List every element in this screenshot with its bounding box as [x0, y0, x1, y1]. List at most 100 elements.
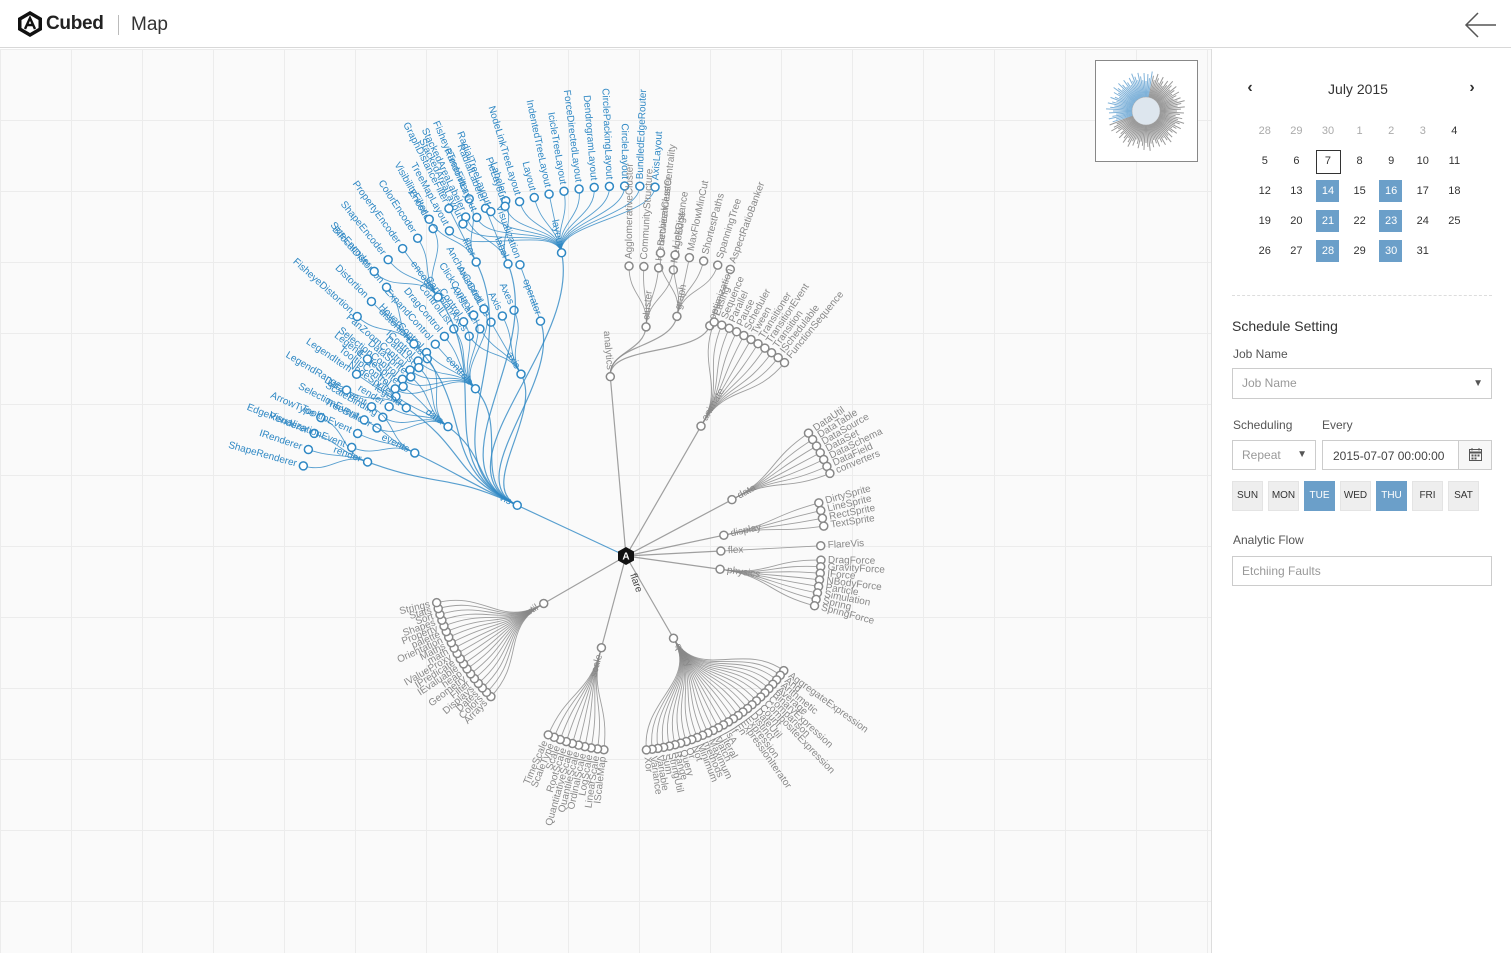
leaf-node[interactable] — [398, 381, 408, 392]
leaf-node[interactable] — [439, 331, 450, 342]
calendar-day[interactable]: 14 — [1312, 176, 1344, 206]
branch-node[interactable] — [409, 339, 419, 349]
leaf-node[interactable] — [486, 206, 496, 217]
branch-node[interactable] — [410, 448, 420, 458]
calendar-day[interactable]: 26 — [1258, 245, 1271, 257]
radial-tree-diagram[interactable]: CartesianAxesAxisLabelAxisGridLineAxisAx… — [0, 49, 1211, 953]
calendar-day[interactable]: 22 — [1353, 215, 1366, 227]
calendar-day[interactable]: 5 — [1261, 155, 1268, 167]
calendar-day[interactable]: 11 — [1448, 155, 1461, 167]
leaf-node[interactable] — [739, 330, 749, 341]
leaf-node[interactable] — [717, 320, 727, 330]
leaf-node[interactable] — [816, 505, 826, 516]
leaf-node[interactable] — [604, 181, 615, 192]
leaf-node[interactable] — [731, 327, 742, 337]
group-node[interactable] — [696, 421, 706, 431]
calendar-day[interactable]: 10 — [1416, 155, 1429, 167]
analytic-flow-field[interactable]: Etchiing Faults — [1232, 556, 1492, 586]
leaf-node[interactable] — [472, 212, 482, 223]
calendar-day[interactable]: 12 — [1258, 185, 1271, 197]
group-node[interactable] — [715, 564, 725, 574]
leaf-node[interactable] — [468, 310, 479, 320]
calendar-day[interactable]: 27 — [1290, 245, 1303, 257]
leaf-node[interactable] — [444, 226, 455, 236]
group-node[interactable] — [596, 643, 607, 653]
leaf-node[interactable] — [383, 254, 393, 265]
weekday-toggle-tue[interactable]: TUE — [1304, 481, 1335, 511]
leaf-node[interactable] — [444, 203, 454, 214]
leaf-node[interactable] — [641, 745, 652, 755]
leaf-node[interactable] — [814, 498, 824, 508]
leaf-node[interactable] — [316, 412, 326, 423]
calendar-day[interactable]: 23 — [1375, 206, 1407, 236]
branch-node[interactable] — [556, 248, 567, 258]
calendar-next-icon[interactable]: › — [1469, 79, 1475, 96]
group-node[interactable] — [605, 371, 616, 382]
calendar-day[interactable]: 9 — [1388, 155, 1395, 167]
leaf-node[interactable] — [819, 521, 829, 531]
calendar-day[interactable]: 28 — [1312, 236, 1344, 266]
date-time-field[interactable]: 2015-07-07 00:00:00 — [1322, 440, 1492, 470]
calendar-prev-icon[interactable]: ‹ — [1247, 79, 1253, 96]
leaf-node[interactable] — [431, 597, 442, 608]
group-node[interactable] — [716, 546, 726, 556]
calendar-day[interactable]: 6 — [1293, 155, 1300, 167]
branch-node[interactable] — [535, 316, 546, 326]
leaf-node[interactable] — [406, 372, 416, 382]
leaf-node[interactable] — [766, 348, 777, 358]
leaf-node[interactable] — [670, 250, 680, 260]
weekday-toggle-fri[interactable]: FRI — [1412, 481, 1443, 511]
leaf-node[interactable] — [366, 401, 377, 412]
calendar-day[interactable]: 30 — [1375, 236, 1407, 266]
leaf-node[interactable] — [650, 182, 660, 192]
scheduling-select[interactable]: Repeat ▼ — [1232, 440, 1316, 470]
leaf-node[interactable] — [359, 415, 370, 425]
map-canvas[interactable]: CartesianAxes AxisLabel AxisGridLine Axis Ax… — [0, 49, 1211, 953]
group-node[interactable] — [538, 598, 549, 609]
calendar-day[interactable]: 8 — [1356, 155, 1363, 167]
leaf-node[interactable] — [509, 305, 519, 316]
minimap[interactable] — [1095, 60, 1198, 162]
calendar-day[interactable]: 7 — [1312, 146, 1344, 176]
leaf-node[interactable] — [639, 261, 649, 272]
branch-node[interactable] — [443, 421, 453, 432]
leaf-node[interactable] — [475, 324, 485, 334]
weekday-toggle-wed[interactable]: WED — [1340, 481, 1371, 511]
leaf-node[interactable] — [458, 219, 468, 229]
leaf-node[interactable] — [414, 362, 424, 373]
calendar-day[interactable]: 28 — [1258, 125, 1271, 137]
calendar-day[interactable]: 2 — [1388, 125, 1395, 137]
leaf-node[interactable] — [619, 181, 630, 191]
weekday-toggle-sat[interactable]: SAT — [1448, 481, 1479, 511]
calendar-day[interactable]: 16 — [1375, 176, 1407, 206]
calendar-day[interactable]: 19 — [1258, 215, 1271, 227]
leaf-node[interactable] — [655, 248, 666, 258]
group-node[interactable] — [668, 633, 679, 644]
weekday-toggle-thu[interactable]: THU — [1376, 481, 1407, 511]
calendar-day[interactable]: 31 — [1416, 245, 1429, 257]
leaf-node[interactable] — [464, 194, 474, 204]
leaf-node[interactable] — [397, 243, 408, 254]
leaf-node[interactable] — [753, 338, 763, 349]
leaf-node[interactable] — [817, 513, 828, 524]
leaf-node[interactable] — [458, 317, 469, 327]
group-node[interactable] — [512, 500, 522, 511]
leaf-node[interactable] — [559, 186, 569, 196]
leaf-node[interactable] — [430, 339, 441, 349]
leaf-node[interactable] — [500, 201, 510, 212]
leaf-node[interactable] — [309, 428, 319, 439]
leaf-node[interactable] — [378, 412, 388, 422]
calendar-day[interactable]: 15 — [1353, 185, 1366, 197]
branch-node[interactable] — [672, 311, 682, 322]
leaf-node[interactable] — [486, 317, 496, 327]
leaf-node[interactable] — [362, 354, 373, 364]
weekday-toggle-mon[interactable]: MON — [1268, 481, 1299, 511]
leaf-node[interactable] — [709, 317, 719, 327]
calendar-day[interactable]: 20 — [1290, 215, 1303, 227]
weekday-toggle-sun[interactable]: SUN — [1232, 481, 1263, 511]
leaf-node[interactable] — [724, 323, 734, 334]
leaf-node[interactable] — [298, 461, 309, 471]
leaf-node[interactable] — [668, 265, 679, 275]
calendar-day[interactable]: 17 — [1416, 185, 1429, 197]
branch-node[interactable] — [401, 403, 412, 413]
